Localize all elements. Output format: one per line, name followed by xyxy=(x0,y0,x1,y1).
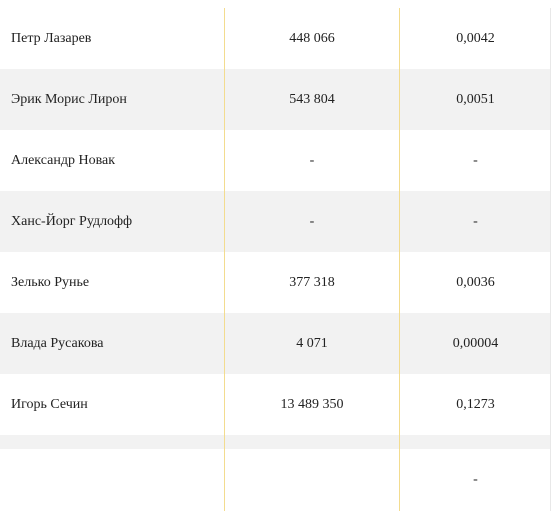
shares-cell xyxy=(224,449,400,511)
shares-cell: - xyxy=(309,213,315,229)
percent-cell: - xyxy=(473,152,478,168)
shares-cell: 377 318 xyxy=(289,274,335,290)
row-separator xyxy=(0,435,551,449)
percent-cell: - xyxy=(473,472,478,487)
name-cell xyxy=(11,449,221,511)
name-cell: Влада Русакова xyxy=(11,335,104,351)
name-cell: Александр Новак xyxy=(11,152,116,168)
percent-cell: - xyxy=(473,213,478,229)
shares-cell: 448 066 xyxy=(289,30,335,46)
table-row: Эрик Морис Лирон 543 804 0,0051 xyxy=(0,69,551,130)
table-row: Ханс-Йорг Рудлофф - - xyxy=(0,191,551,252)
table-row: Влада Русакова 4 071 0,00004 xyxy=(0,313,551,374)
shares-cell: - xyxy=(309,152,315,168)
name-cell: Зелько Рунье xyxy=(11,274,90,290)
table-row: - xyxy=(0,449,551,511)
column-divider xyxy=(224,8,225,511)
name-cell: Петр Лазарев xyxy=(11,30,92,46)
table-row: Зелько Рунье 377 318 0,0036 xyxy=(0,252,551,313)
shares-cell: 13 489 350 xyxy=(280,396,344,412)
table-row: Александр Новак - - xyxy=(0,130,551,191)
name-cell: Ханс-Йорг Рудлофф xyxy=(11,213,133,229)
shares-cell: 543 804 xyxy=(289,91,335,107)
table-row: Игорь Сечин 13 489 350 0,1273 xyxy=(0,374,551,435)
percent-cell: 0,1273 xyxy=(456,396,495,412)
column-divider xyxy=(399,8,400,511)
shares-cell: 4 071 xyxy=(296,335,328,351)
name-cell: Эрик Морис Лирон xyxy=(11,91,127,107)
name-cell: Игорь Сечин xyxy=(11,396,88,412)
percent-cell: 0,00004 xyxy=(452,335,499,351)
percent-cell: 0,0036 xyxy=(456,274,495,290)
table-row: Петр Лазарев 448 066 0,0042 xyxy=(0,8,551,69)
percent-cell: 0,0042 xyxy=(456,30,495,46)
percent-cell: 0,0051 xyxy=(456,91,495,107)
table-right-border xyxy=(550,8,551,511)
